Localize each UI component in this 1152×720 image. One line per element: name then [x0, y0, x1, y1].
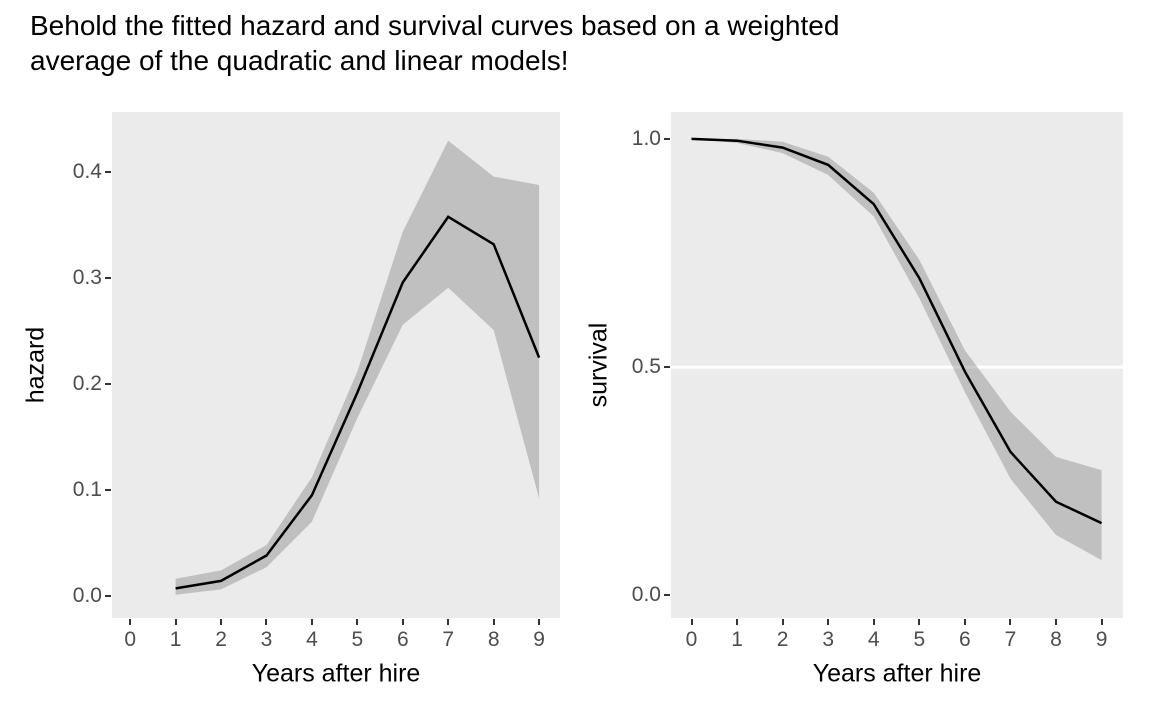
- y-tick-mark: [105, 383, 111, 386]
- hazard-fitted-line: [175, 215, 541, 590]
- survival-confidence-ribbon: [691, 138, 1102, 561]
- y-tick-label: 0.5: [631, 355, 661, 379]
- x-tick-label: 3: [822, 628, 835, 651]
- y-tick-label: 0.1: [72, 477, 102, 501]
- x-tick-mark: [963, 619, 966, 625]
- x-tick-mark: [690, 619, 693, 625]
- x-tick-mark: [872, 619, 875, 625]
- survival-panel: [671, 112, 1123, 618]
- x-tick-label: 9: [1095, 628, 1108, 651]
- x-tick-mark: [736, 619, 739, 625]
- x-tick-label: 1: [731, 628, 743, 651]
- y-tick-label: 0.0: [72, 583, 102, 607]
- x-tick-mark: [174, 619, 177, 625]
- x-tick-label: 7: [442, 628, 455, 651]
- panel-background: [671, 112, 1123, 618]
- x-tick-mark: [401, 619, 404, 625]
- x-tick-label: 3: [260, 628, 273, 651]
- x-tick-label: 8: [1050, 628, 1062, 651]
- y-tick-mark: [105, 171, 111, 174]
- survival-x-axis-title: Years after hire: [812, 659, 982, 688]
- x-tick-mark: [1055, 619, 1058, 625]
- x-tick-label: 7: [1004, 628, 1017, 651]
- x-tick-mark: [918, 619, 921, 625]
- x-tick-label: 5: [351, 628, 364, 651]
- hazard-panel: [112, 112, 560, 618]
- x-tick-mark: [781, 619, 784, 625]
- x-tick-mark: [827, 619, 830, 625]
- y-tick-label: 1.0: [631, 126, 661, 150]
- y-tick-mark: [105, 488, 111, 491]
- y-tick-mark: [664, 137, 670, 140]
- x-tick-label: 0: [124, 628, 137, 651]
- y-tick-mark: [664, 594, 670, 597]
- x-tick-label: 9: [533, 628, 545, 651]
- x-tick-mark: [447, 619, 450, 625]
- hazard-x-axis-title: Years after hire: [251, 659, 421, 688]
- x-tick-label: 6: [396, 628, 409, 651]
- x-tick-mark: [310, 619, 313, 625]
- x-tick-mark: [129, 619, 132, 625]
- y-tick-label: 0.0: [631, 583, 661, 607]
- x-tick-label: 0: [685, 628, 698, 651]
- x-tick-mark: [492, 619, 495, 625]
- x-tick-mark: [265, 619, 268, 625]
- y-tick-label: 0.3: [72, 266, 102, 290]
- panel-background: [112, 112, 560, 618]
- survival-fitted-line: [691, 137, 1103, 525]
- x-tick-mark: [1009, 619, 1012, 625]
- x-tick-mark: [220, 619, 223, 625]
- y-tick-mark: [664, 366, 670, 369]
- y-tick-mark: [105, 277, 111, 280]
- x-tick-label: 6: [959, 628, 971, 651]
- x-tick-label: 4: [867, 628, 880, 651]
- x-tick-label: 2: [776, 628, 789, 651]
- y-tick-label: 0.4: [72, 160, 102, 184]
- x-tick-mark: [538, 619, 541, 625]
- x-tick-label: 1: [169, 628, 182, 651]
- x-tick-mark: [1100, 619, 1103, 625]
- hazard-confidence-ribbon: [175, 140, 540, 595]
- y-tick-mark: [105, 594, 111, 597]
- x-tick-mark: [356, 619, 359, 625]
- x-tick-label: 8: [487, 628, 500, 651]
- x-tick-label: 5: [913, 628, 926, 651]
- y-tick-label: 0.2: [72, 372, 102, 396]
- x-tick-label: 2: [215, 628, 227, 651]
- plot-title: Behold the fitted hazard and survival cu…: [30, 10, 840, 76]
- x-tick-label: 4: [306, 628, 318, 651]
